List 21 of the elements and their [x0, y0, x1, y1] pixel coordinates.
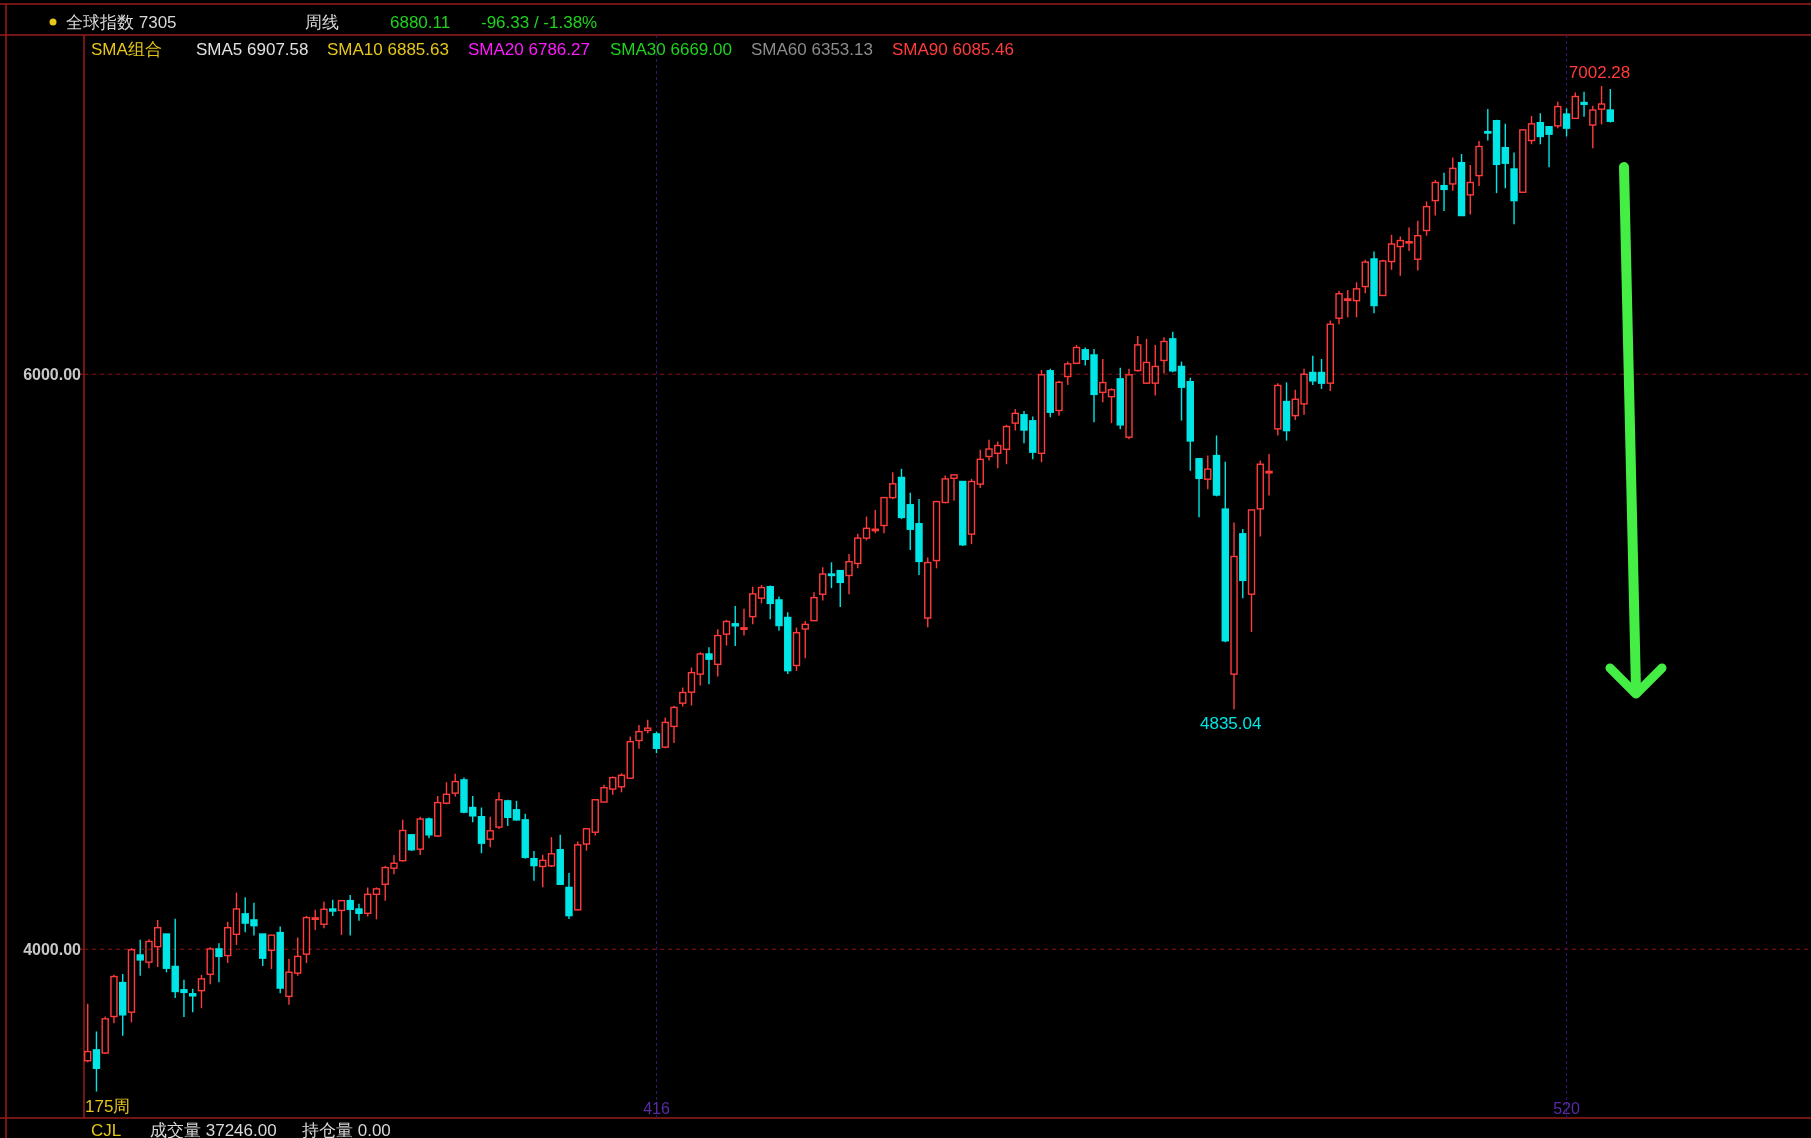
- text: 周线: [305, 13, 339, 32]
- annotation: SMA60 6353.13: [751, 40, 873, 59]
- text: 持仓量 0.00: [302, 1121, 391, 1138]
- y-tick-label: 6000.00: [23, 366, 82, 384]
- annotation: 4835.04: [1200, 714, 1262, 733]
- text: CJL: [91, 1121, 122, 1138]
- y-tick-label: 4000.00: [23, 941, 82, 959]
- annotation: SMA20 6786.27: [468, 40, 590, 59]
- annotation: SMA30 6669.00: [610, 40, 732, 59]
- chart-title: 全球指数 7305: [66, 13, 177, 32]
- annotation: SMA5 6907.58: [196, 40, 309, 59]
- text: -96.33 / -1.38%: [481, 13, 598, 32]
- text: 6880.11: [390, 13, 451, 32]
- annotation: 7002.28: [1568, 63, 1631, 83]
- x-tick-label: 416: [643, 1100, 670, 1117]
- annotation: 175周: [85, 1097, 131, 1116]
- annotation: SMA90 6085.46: [892, 40, 1014, 59]
- x-tick-label: 520: [1553, 1100, 1580, 1117]
- annotation: SMA组合: [91, 40, 162, 59]
- text: 成交量 37246.00: [150, 1121, 277, 1138]
- annotation: SMA10 6885.63: [327, 40, 449, 59]
